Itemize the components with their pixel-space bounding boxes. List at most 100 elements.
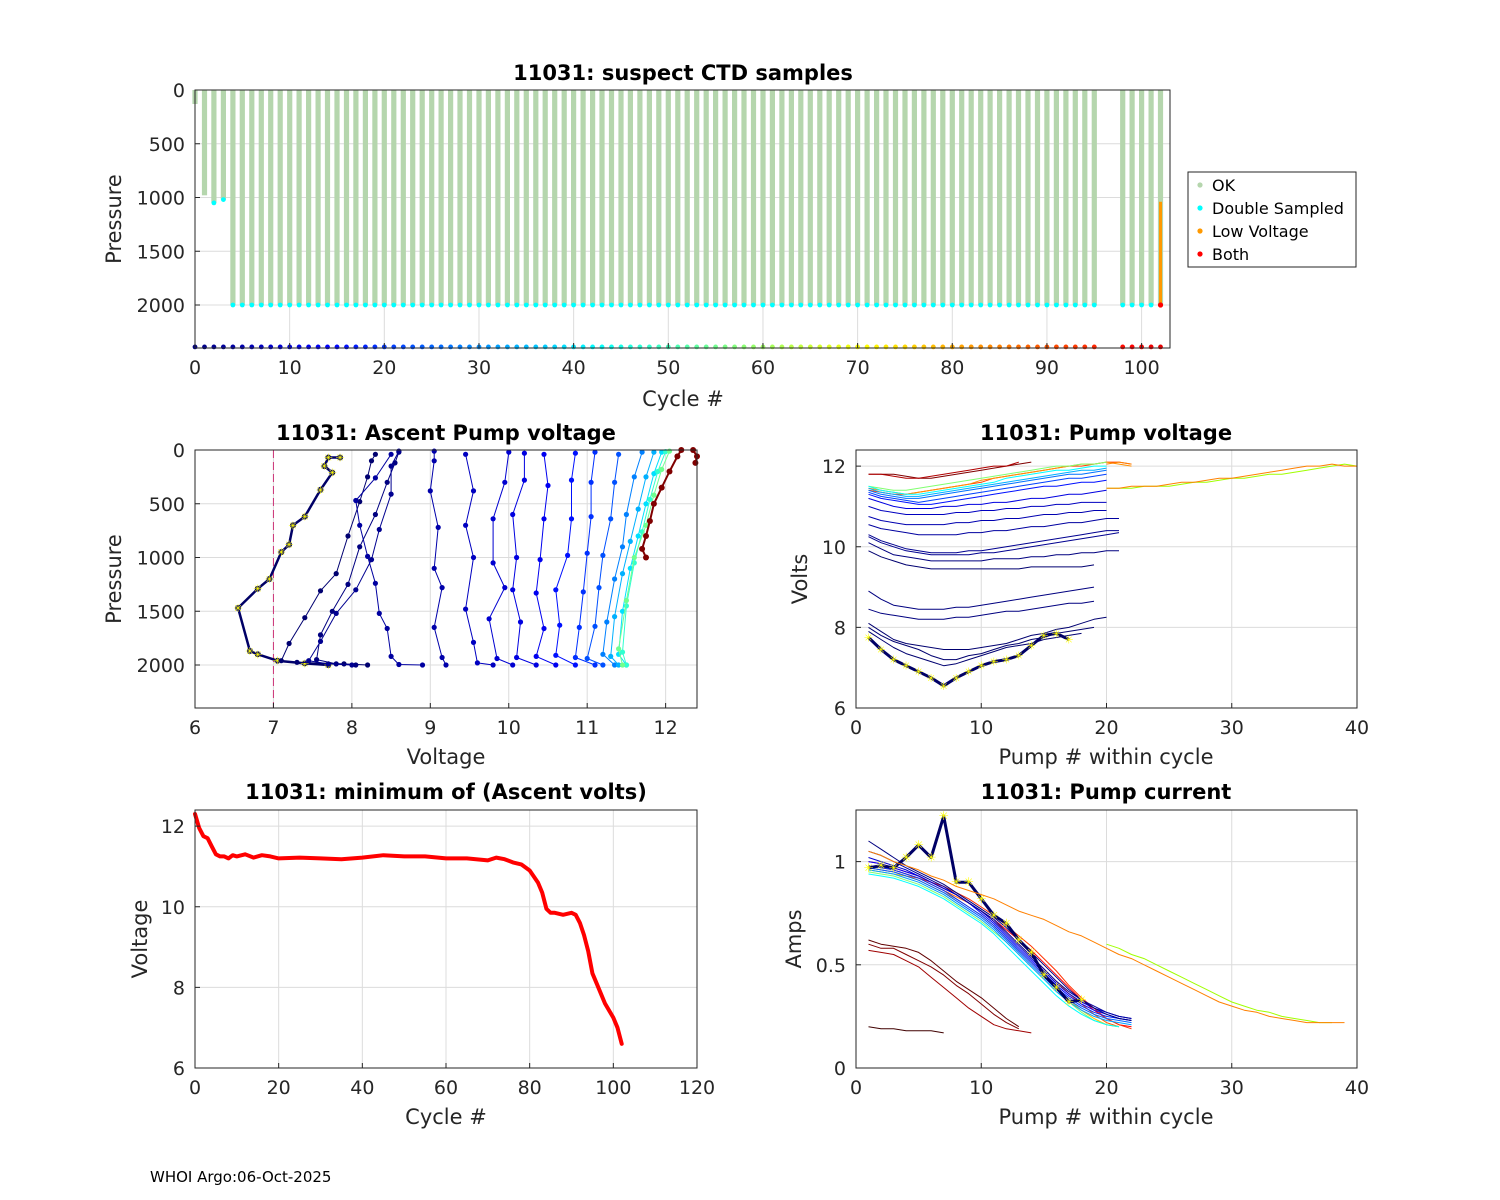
double-sampled-point xyxy=(921,302,927,308)
double-sampled-point xyxy=(1025,302,1031,308)
pumpcurrent-x-ticks: 0 10 20 30 40 xyxy=(850,1063,1369,1099)
double-sampled-point xyxy=(580,302,586,308)
cycle-color-marker xyxy=(647,344,652,350)
ok-sample-bar xyxy=(362,90,368,305)
double-sampled-point xyxy=(486,302,491,308)
ascent-profile-point xyxy=(572,450,579,456)
ascent-profile-point xyxy=(439,654,445,661)
ok-sample-bar xyxy=(675,90,681,305)
double-sampled-point xyxy=(760,302,766,308)
ok-sample-bar xyxy=(987,90,993,305)
double-sampled-point xyxy=(968,302,974,308)
pump-voltage-line xyxy=(867,631,1070,688)
ascent-title: 11031: Ascent Pump voltage xyxy=(276,421,616,445)
ok-sample-bar xyxy=(533,90,539,305)
ascent-profile-point xyxy=(470,488,477,494)
double-sampled-point xyxy=(874,302,879,308)
x-tick-label: 0 xyxy=(850,717,862,739)
cycle-color-marker xyxy=(391,344,397,350)
ascent-profile-point xyxy=(596,585,602,591)
cycle-color-marker xyxy=(296,344,302,350)
double-sampled-point xyxy=(1129,302,1135,308)
suspect-marks xyxy=(192,90,1164,350)
highlight-star: ✳ xyxy=(989,656,998,669)
double-sampled-point xyxy=(258,302,264,308)
pump-voltage-line xyxy=(868,630,1082,667)
cycle-color-marker xyxy=(864,344,870,350)
highlight-star: ✳ xyxy=(245,645,254,658)
ok-sample-bar xyxy=(372,90,378,305)
ascent-profile-point xyxy=(545,482,551,489)
pumpcurrent-marks: ✳ ✳ ✳✳✳✳✳✳ ✳✳✳✳✳✳✳✳✳ ✳ xyxy=(863,809,1345,1034)
y-tick-label: 1500 xyxy=(137,601,185,623)
ascent-profile-point xyxy=(592,449,598,455)
pump-current-line xyxy=(1106,943,1332,1024)
ok-sample-bar xyxy=(391,90,397,305)
cycle-color-marker xyxy=(1006,344,1012,350)
ascent-profile-point xyxy=(553,652,559,658)
ascent-profile-point xyxy=(588,514,594,520)
ascent-profile-point xyxy=(396,661,402,668)
ascent-profile-point xyxy=(301,660,308,667)
pump-voltage-line xyxy=(868,489,1107,509)
legend-ok-label: OK xyxy=(1212,176,1236,195)
x-tick-label: 40 xyxy=(1345,717,1369,739)
cycle-color-marker xyxy=(306,344,311,350)
x-tick-label: 20 xyxy=(1094,717,1118,739)
cycle-color-marker xyxy=(722,344,728,350)
ascent-profile-point xyxy=(254,651,261,658)
double-sampled-point xyxy=(1091,302,1097,308)
pumpcurrent-y-label: Amps xyxy=(782,909,806,968)
highlight-star: ✳ xyxy=(1027,640,1036,653)
double-sampled-point xyxy=(618,302,624,308)
double-sampled-point xyxy=(287,302,293,308)
cycle-color-marker xyxy=(277,344,283,350)
cycle-color-marker xyxy=(419,344,425,350)
cycle-color-marker xyxy=(448,344,453,350)
x-tick-label: 100 xyxy=(595,1077,631,1099)
cycle-color-marker xyxy=(268,344,274,350)
ok-sample-bar xyxy=(590,90,596,305)
ascent-profile-point xyxy=(301,513,308,520)
minvolts-y-ticks: 6 8 10 12 xyxy=(161,816,200,1080)
highlight-star: ✳ xyxy=(328,467,337,480)
ascent-profile-point xyxy=(372,580,378,586)
ascent-profile-point xyxy=(643,554,649,561)
ascent-profile-point xyxy=(635,533,641,539)
ok-sample-bar xyxy=(306,90,312,305)
ok-sample-bar xyxy=(713,90,719,305)
double-sampled-point xyxy=(239,302,245,308)
ascent-profile-point xyxy=(388,653,394,660)
x-tick-label: 50 xyxy=(656,357,680,379)
ok-sample-bar xyxy=(911,90,917,305)
double-sampled-point xyxy=(940,302,946,308)
ok-sample-bar xyxy=(959,90,965,305)
cycle-color-marker xyxy=(1082,344,1088,350)
highlight-star: ✳ xyxy=(1064,634,1073,647)
double-sampled-point xyxy=(363,302,368,308)
ok-sample-bar xyxy=(864,90,870,305)
ascent-profile-point xyxy=(306,658,312,664)
minvolts-grid xyxy=(194,810,698,1069)
ok-sample-bar xyxy=(268,90,274,305)
ascent-profile-line xyxy=(586,454,620,666)
ok-sample-bar xyxy=(637,90,643,305)
ok-sample-bar xyxy=(466,90,473,305)
ascent-profile-point xyxy=(372,451,378,457)
ascent-voltage-panel: ✳✳✳✳✳✳✳✳✳✳✳✳✳✳✳✳✳ 6 7 8 9 10 11 12 0 500 1000 150… xyxy=(102,421,700,769)
ascent-profile-point xyxy=(474,660,480,666)
ascent-profile-point xyxy=(600,651,606,657)
legend-lowvolt-swatch xyxy=(1197,228,1203,234)
ascent-profile-point xyxy=(612,479,618,485)
pump-voltage-line xyxy=(868,616,1107,650)
double-sampled-point xyxy=(1054,302,1059,308)
ascent-profile-point xyxy=(612,662,618,668)
ok-sample-bar xyxy=(599,90,605,305)
ascent-profile-point xyxy=(510,662,516,668)
ok-sample-bar xyxy=(419,90,425,305)
cycle-color-marker xyxy=(694,344,700,350)
ok-sample-bar xyxy=(1015,90,1022,305)
ok-sample-bar xyxy=(902,90,908,305)
ok-sample-bar xyxy=(381,90,387,305)
cycle-color-marker xyxy=(372,344,378,350)
